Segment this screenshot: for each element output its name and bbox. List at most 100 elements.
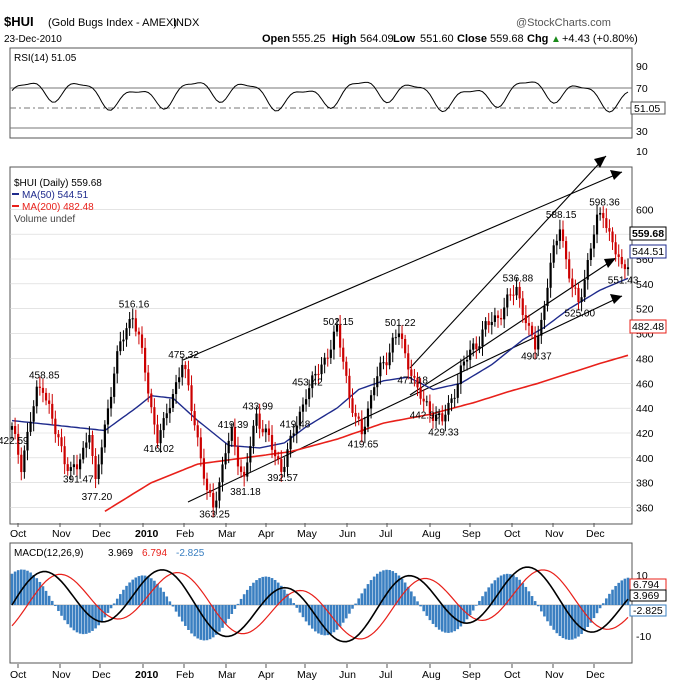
macd-hist-bar (298, 605, 302, 613)
price-bar-body (404, 338, 407, 354)
price-bar-body (431, 413, 435, 421)
price-annotation: 490.37 (521, 352, 552, 363)
price-bar-body (224, 453, 227, 465)
macd-hist-bar (50, 600, 54, 605)
steep-channel-upper (409, 155, 607, 369)
macd-hist-bar (608, 593, 611, 605)
price-annotation: 391.47 (63, 474, 94, 485)
macd-hist-bar (592, 605, 596, 619)
macd-hist-bar (162, 591, 165, 605)
price-bar-body (577, 287, 580, 303)
price-bar-body (171, 394, 175, 408)
close-label: Close (457, 33, 487, 45)
price-bar-body (72, 464, 76, 468)
macd-hist-bar (558, 605, 562, 637)
macd-hist-bar (301, 605, 305, 618)
x-axis-label: Jul (379, 669, 392, 681)
macd-hist-bar (236, 603, 240, 605)
macd-hist-bar (450, 605, 453, 633)
macd-hist-bar (100, 605, 104, 622)
price-bar-body (345, 361, 348, 376)
macd-hist-bar (363, 588, 367, 605)
macd-hist-bar (264, 576, 268, 605)
price-bar-body (568, 259, 571, 279)
rsi-label: RSI(14) 51.05 (14, 53, 77, 64)
price-bar-body (26, 431, 29, 451)
price-bar-body (549, 262, 552, 288)
price-bar-body (209, 490, 212, 493)
price-bar-body (366, 408, 370, 427)
low-value: 551.60 (420, 33, 454, 45)
price-bar-body (283, 466, 286, 472)
price-bar-body (261, 428, 264, 433)
price-tick: 520 (636, 304, 654, 316)
price-bar-body (459, 365, 462, 384)
macd-hist-bar (567, 605, 571, 640)
price-bar-body (537, 335, 540, 350)
macd-hist-bar (496, 577, 500, 605)
macd-hist-bar (462, 605, 466, 624)
macd-hist-bar (320, 605, 323, 635)
price-bar-body (205, 478, 209, 491)
price-bar-body (369, 395, 373, 409)
arrow-head-icon (610, 170, 622, 180)
macd-hist-bar (512, 575, 515, 605)
macd-hist-bar (598, 605, 602, 609)
price-bar-body (506, 294, 509, 308)
macd-hist-bar (354, 603, 357, 605)
macd-signal-tag-text: 6.794 (633, 579, 659, 591)
price-bar-body (153, 407, 156, 425)
macd-hist-bar (360, 593, 364, 605)
price-bar-body (48, 400, 51, 404)
x-axis-label: Nov (52, 528, 71, 540)
price-bar-body (447, 402, 450, 415)
macd-hist-bar (307, 605, 311, 626)
price-bar-body (13, 426, 17, 434)
arrow-head-icon (610, 294, 622, 304)
price-tick: 480 (636, 353, 654, 365)
macd-hist-bar (348, 605, 351, 614)
steep-channel-lower (409, 257, 617, 396)
macd-hist-bar (379, 571, 382, 605)
macd-hist-bar (168, 601, 172, 605)
macd-hist-bar (444, 605, 447, 633)
macd-hist-bar (419, 605, 422, 607)
price-bar-body (329, 349, 332, 358)
macd-hist-bar (375, 573, 379, 605)
macd-hist-value: -2.825 (176, 548, 205, 559)
price-bar-body (113, 373, 116, 397)
price-bar-body (289, 435, 292, 450)
macd-hist-bar (66, 605, 70, 625)
macd-hist-bar (509, 574, 512, 605)
macd-hist-bar (295, 605, 299, 608)
price-bar-body (360, 418, 363, 435)
price-bar-body (116, 351, 119, 374)
price-bar-body (54, 418, 57, 435)
macd-hist-bar (255, 580, 258, 605)
macd-hist-bar (10, 573, 14, 605)
x-axis-label: Dec (92, 669, 111, 681)
price-bar-body (438, 413, 441, 415)
macd-hist-bar (239, 598, 243, 605)
price-bar-body (394, 337, 397, 339)
price-bar-body (543, 306, 546, 320)
macd-hist-bar (174, 605, 178, 612)
price-bar-body (100, 447, 103, 465)
macd-hist-bar (180, 605, 184, 622)
price-bar-body (478, 346, 481, 350)
price-bar-body (521, 298, 524, 316)
price-bar-body (125, 328, 128, 340)
macd-hist-bar (125, 585, 128, 605)
price-bar-body (475, 343, 478, 350)
macd-hist-bar (471, 605, 475, 611)
rsi-panel (9, 47, 633, 139)
macd-hist-bar (341, 605, 345, 623)
price-bar-body (456, 383, 459, 398)
price-bar-body (249, 446, 252, 463)
price-bar-body (469, 349, 472, 360)
macd-hist-bar (242, 594, 246, 605)
price-annotation: 419.65 (348, 439, 379, 450)
macd-hist-bar (589, 605, 593, 623)
price-bar-body (561, 229, 565, 242)
macd-hist-bar (338, 605, 342, 627)
